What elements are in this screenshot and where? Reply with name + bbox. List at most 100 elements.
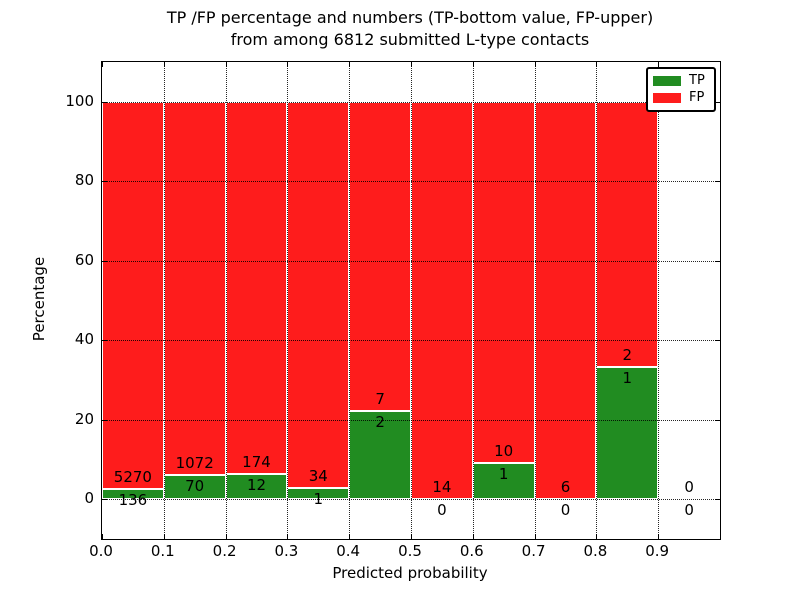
y-tick-mark-right	[715, 499, 720, 501]
gridline-vertical	[472, 62, 474, 539]
fp-count-label: 1072	[175, 453, 214, 472]
fp-count-label: 2	[622, 345, 633, 364]
x-tick-mark-top	[225, 62, 227, 67]
tp-bar	[102, 489, 164, 500]
x-tick-mark-top	[472, 62, 474, 67]
gridline-vertical	[163, 62, 165, 539]
x-tick-mark	[411, 534, 412, 539]
x-tick-mark	[349, 534, 351, 539]
fp-bar	[163, 101, 226, 475]
legend-item-fp: FP	[653, 91, 709, 105]
fp-bar	[472, 101, 535, 464]
x-tick-mark	[596, 534, 598, 539]
tp-bar	[472, 463, 535, 500]
gridline-vertical	[596, 62, 598, 539]
x-tick-label: 0.2	[212, 542, 237, 560]
tp-count-label: 0	[437, 501, 447, 520]
x-tick-mark-top	[349, 62, 351, 67]
fp-count-label: 14	[432, 478, 452, 497]
fp-count-label: 34	[308, 466, 328, 485]
gridline-vertical	[411, 62, 412, 539]
fp-bar	[349, 101, 411, 411]
y-tick-label: 60	[74, 250, 94, 269]
tp-count-label: 1	[498, 465, 509, 484]
x-tick-label: 0.3	[274, 542, 299, 560]
x-tick-label: 0.6	[459, 542, 484, 560]
x-tick-mark-top	[658, 62, 660, 67]
y-tick-mark	[102, 499, 107, 501]
x-tick-mark-top	[163, 62, 165, 67]
gridline-vertical	[225, 62, 227, 539]
y-tick-mark-right	[715, 419, 720, 421]
x-tick-mark-top	[596, 62, 598, 67]
gridline-vertical	[658, 62, 660, 539]
x-tick-mark	[287, 534, 289, 539]
x-tick-mark	[163, 534, 165, 539]
x-tick-mark	[225, 534, 227, 539]
tp-bar	[225, 473, 288, 500]
y-tick-mark	[102, 260, 107, 262]
tp-count-label: 1	[313, 489, 324, 508]
y-tick-mark	[102, 101, 107, 103]
legend-item-tp: TP	[653, 72, 709, 88]
tp-swatch-icon	[653, 75, 681, 86]
x-tick-mark	[534, 534, 536, 539]
y-tick-mark	[102, 181, 107, 183]
chart-title: TP /FP percentage and numbers (TP-bottom…	[101, 7, 719, 51]
fp-bar	[102, 101, 164, 490]
x-tick-mark-top	[102, 62, 103, 67]
x-tick-label: 0.7	[521, 542, 546, 560]
y-tick-mark-right	[715, 181, 720, 183]
fp-count-label: 0	[684, 478, 694, 497]
y-axis-label: Percentage	[30, 256, 48, 342]
tp-count-label: 0	[560, 501, 571, 520]
gridline-vertical	[534, 62, 536, 539]
gridline-vertical	[349, 62, 351, 539]
x-tick-mark	[102, 534, 103, 539]
plot-area: 5270 136 1072 70 174 12 34 1 7 2 14 0 10 1 6 0 2 1 0 0	[101, 61, 721, 540]
fp-bar	[411, 101, 473, 500]
x-tick-mark	[472, 534, 474, 539]
y-tick-label: 20	[74, 409, 94, 428]
x-tick-label: 0.1	[150, 542, 175, 560]
legend-label-fp: FP	[689, 90, 705, 106]
fp-count-label: 6	[560, 478, 571, 497]
x-tick-label: 0.8	[583, 542, 608, 560]
tp-count-label: 0	[684, 501, 694, 520]
tp-count-label: 70	[185, 476, 205, 495]
legend-label-tp: TP	[689, 72, 705, 88]
chart-title-line1: TP /FP percentage and numbers (TP-bottom…	[166, 8, 654, 27]
fp-swatch-icon	[653, 93, 681, 104]
fp-bar	[596, 101, 659, 367]
x-tick-label: 0.5	[398, 542, 422, 560]
tp-count-label: 136	[118, 491, 148, 510]
chart-title-line2: from among 6812 submitted L-type contact…	[230, 30, 590, 49]
x-tick-label: 0.0	[89, 542, 113, 560]
y-tick-label: 80	[74, 171, 94, 190]
tp-count-label: 1	[622, 368, 633, 387]
legend: TP FP	[646, 67, 716, 112]
x-tick-mark	[658, 534, 660, 539]
fp-count-label: 174	[242, 452, 271, 471]
tp-count-label: 12	[246, 475, 267, 494]
fp-bar	[225, 101, 288, 474]
gridline-vertical	[287, 62, 289, 539]
y-tick-mark-right	[715, 101, 720, 103]
tp-count-label: 2	[375, 412, 385, 431]
fp-bar	[287, 101, 350, 488]
fp-count-label: 10	[494, 442, 514, 461]
x-tick-mark-top	[411, 62, 412, 67]
fp-bar	[534, 101, 597, 500]
y-tick-label: 40	[74, 330, 94, 349]
fp-count-label: 5270	[113, 468, 152, 487]
y-tick-label: 0	[84, 489, 94, 508]
y-tick-mark-right	[715, 340, 720, 342]
x-tick-mark-top	[534, 62, 536, 67]
x-tick-mark-top	[287, 62, 289, 67]
y-tick-mark	[102, 340, 107, 342]
x-tick-label: 0.4	[336, 542, 361, 560]
fp-count-label: 7	[375, 389, 385, 408]
y-tick-mark	[102, 419, 107, 421]
y-tick-mark-right	[715, 260, 720, 262]
